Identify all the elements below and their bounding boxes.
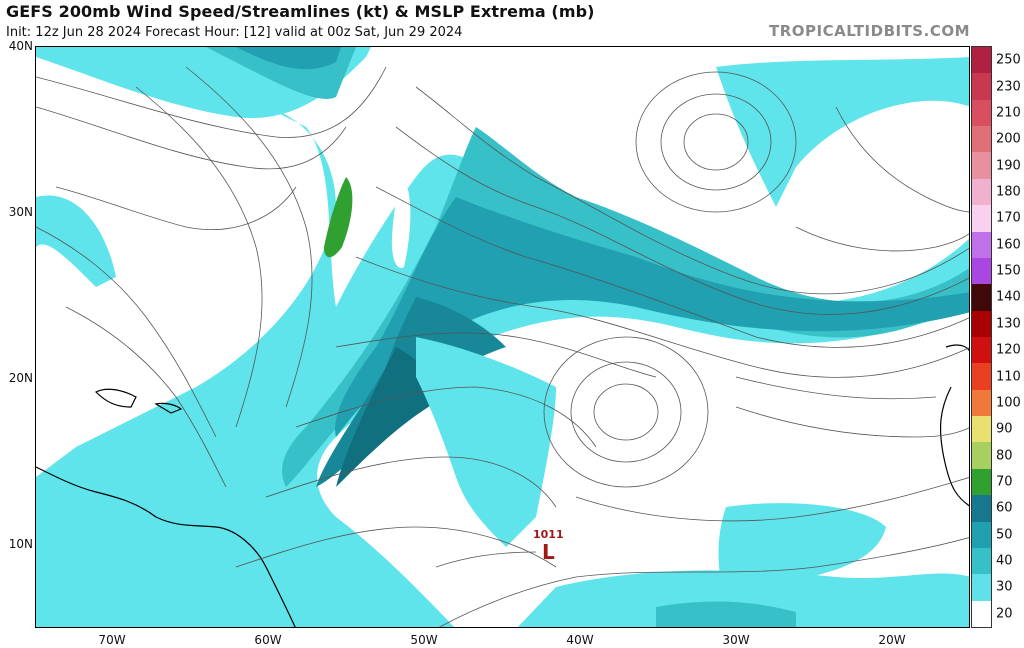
colorbar-tick-label: 200 [996,131,1021,147]
colorbar-tick-label: 80 [996,448,1013,464]
colorbar-tick-label: 230 [996,79,1021,95]
lon-label-60w: 60W [254,633,282,647]
colorbar-swatch [972,416,991,443]
lon-label-50w: 50W [410,633,438,647]
colorbar-swatch [972,468,991,496]
coastlines [36,344,969,627]
colorbar-tick-label: 160 [996,237,1021,253]
colorbar-swatch [972,521,991,549]
colorbar-swatch [972,99,991,127]
colorbar-tick-label: 210 [996,105,1021,121]
colorbar-swatch [972,600,991,628]
map-canvas [36,47,969,627]
forecast-map: 1011 L [35,46,970,628]
brand-watermark: TROPICALTIDBITS.COM [769,22,970,40]
colorbar-tick-label: 60 [996,500,1013,516]
colorbar-tick-label: 20 [996,606,1013,622]
colorbar-swatch [972,126,991,153]
colorbar-tick-label: 100 [996,395,1021,411]
streamlines [36,66,969,627]
colorbar-tick-label: 30 [996,579,1013,595]
colorbar-tick-label: 120 [996,342,1021,358]
colorbar-swatch [972,310,991,338]
colorbar-swatch [972,547,991,575]
colorbar-swatch [972,47,991,74]
lon-label-40w: 40W [566,633,594,647]
colorbar-tick-label: 130 [996,316,1021,332]
wind-speed-colorbar [971,46,992,628]
colorbar-tick-label: 250 [996,52,1021,68]
colorbar-swatch [972,257,991,285]
colorbar-swatch [972,152,991,180]
colorbar-tick-label: 110 [996,369,1021,385]
wind-speed-shading [36,47,969,627]
colorbar-tick-label: 90 [996,421,1013,437]
lat-label-40n: 40N [8,39,33,53]
colorbar-swatch [972,442,991,470]
colorbar-tick-label: 50 [996,527,1013,543]
colorbar-swatch [972,73,991,101]
colorbar-swatch [972,284,991,312]
chart-subtitle: Init: 12z Jun 28 2024 Forecast Hour: [12… [6,25,463,40]
colorbar-swatch [972,205,991,233]
lon-label-70w: 70W [98,633,126,647]
colorbar-swatch [972,495,991,523]
colorbar-swatch [972,363,991,391]
colorbar-swatch [972,337,991,364]
colorbar-tick-label: 180 [996,184,1021,200]
colorbar-tick-label: 190 [996,158,1021,174]
low-pressure-symbol: L [542,540,555,564]
colorbar-swatch [972,389,991,417]
colorbar-tick-label: 150 [996,263,1021,279]
colorbar-swatch [972,574,991,602]
colorbar-swatch [972,178,991,206]
colorbar-tick-label: 140 [996,289,1021,305]
lon-label-20w: 20W [878,633,906,647]
colorbar-tick-label: 70 [996,474,1013,490]
chart-title: GEFS 200mb Wind Speed/Streamlines (kt) &… [6,2,595,21]
lat-label-10n: 10N [8,537,33,551]
lat-label-30n: 30N [8,205,33,219]
lon-label-30w: 30W [722,633,750,647]
colorbar-swatch [972,231,991,259]
colorbar-tick-label: 170 [996,210,1021,226]
low-pressure-value: 1011 [533,528,564,541]
colorbar-tick-label: 40 [996,553,1013,569]
lat-label-20n: 20N [8,371,33,385]
